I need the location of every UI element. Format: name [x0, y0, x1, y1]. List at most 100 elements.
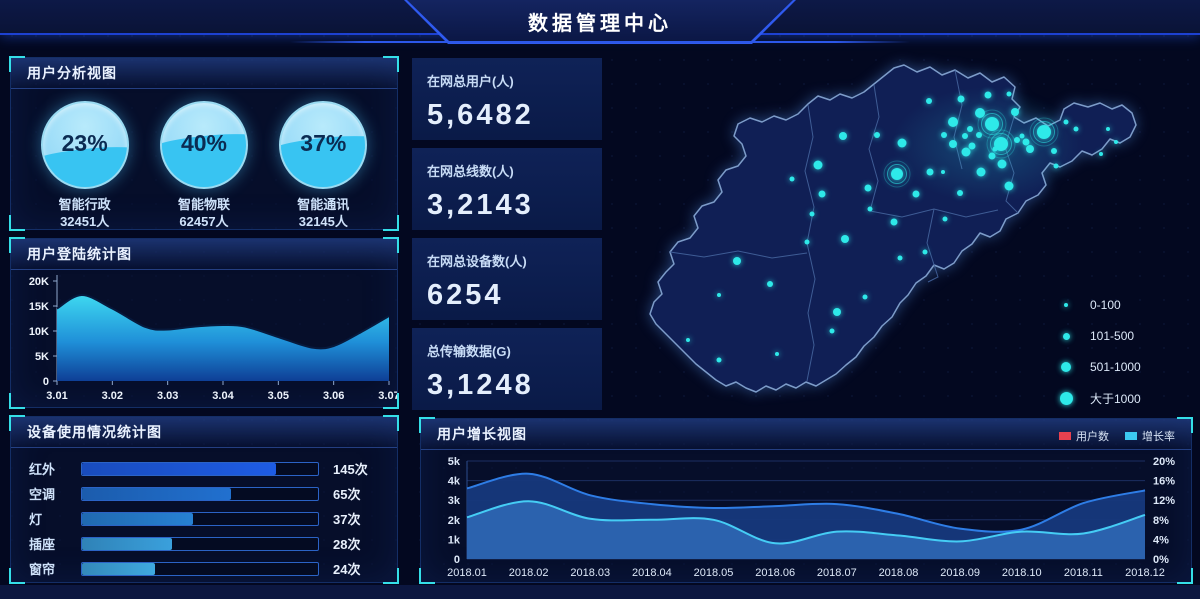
growth-left-tick: 1k	[448, 534, 461, 546]
growth-x-tick: 2018.04	[632, 567, 672, 579]
map-bubble	[1053, 163, 1059, 169]
growth-right-tick: 0%	[1153, 554, 1169, 566]
map-bubble	[961, 147, 971, 157]
map-bubble-halo	[986, 129, 1016, 159]
map-bubble	[841, 235, 849, 243]
login-x-tick: 3.01	[46, 390, 67, 402]
map-bubble	[867, 206, 873, 212]
legend-item-增长率[interactable]: 增长率	[1125, 428, 1175, 444]
map-bubble	[874, 132, 880, 138]
device-bar-category: 窗帘	[29, 562, 56, 577]
map-bubble	[1099, 152, 1103, 156]
map-bubble	[985, 117, 999, 131]
growth-x-tick: 2018.02	[509, 567, 549, 579]
device-bar-row: 窗帘 24次	[29, 560, 379, 577]
map-bubble	[967, 126, 973, 132]
map-landmass	[649, 64, 1137, 393]
gauge-item: 23% 智能行政 32451人	[30, 101, 140, 231]
device-bar-track	[81, 486, 319, 501]
map-bubble	[733, 257, 741, 265]
map-bubble	[997, 159, 1007, 169]
map-bubble	[926, 168, 934, 176]
map-bubble	[1004, 181, 1014, 191]
map-bubble-halo	[883, 160, 911, 188]
map-bubble	[1106, 127, 1110, 131]
login-x-tick: 3.06	[323, 390, 344, 402]
device-bar-row: 空调 65次	[29, 485, 379, 502]
corner-accent	[9, 568, 25, 584]
growth-left-tick: 3k	[448, 495, 461, 507]
map-legend-label: 大于1000	[1090, 391, 1141, 406]
growth-x-tick: 2018.03	[570, 567, 610, 579]
map-bubble	[992, 146, 998, 152]
map-legend-dotbox	[1058, 391, 1074, 405]
stat-card-value: 3,1248	[427, 369, 534, 401]
device-bar-fill	[82, 462, 276, 475]
map-bubble	[1022, 138, 1030, 146]
map-legend-dot-icon	[1059, 391, 1073, 405]
corner-accent	[9, 393, 25, 409]
device-bar-category: 红外	[29, 462, 56, 477]
login-y-tick: 20K	[29, 276, 49, 288]
map-bubble	[912, 190, 920, 198]
device-bar-track	[81, 536, 319, 551]
map-bubble	[984, 91, 992, 99]
login-y-tick: 15K	[29, 301, 49, 313]
legend-swatch	[1059, 432, 1071, 440]
stat-card-value: 3,2143	[427, 189, 534, 221]
map-bubble	[717, 293, 721, 297]
growth-x-tick: 2018.01	[447, 567, 487, 579]
map-bubble	[864, 184, 872, 192]
device-bar-value: 65次	[333, 487, 361, 502]
header-banner-inner	[407, 0, 793, 41]
growth-chart-legend: 用户数 增长率	[1059, 428, 1175, 444]
map-bubble	[1073, 126, 1079, 132]
map-bubble	[957, 95, 965, 103]
map-bubble	[891, 168, 903, 180]
gauge-label: 智能物联 62457人	[149, 197, 259, 231]
login-x-tick: 3.04	[212, 390, 234, 402]
map-bubble	[968, 142, 976, 150]
map-bubble	[949, 140, 957, 148]
map-bubble	[922, 249, 928, 255]
growth-line-增长率	[466, 500, 1146, 545]
map-bubble	[948, 117, 958, 127]
growth-left-tick: 5k	[448, 456, 461, 468]
growth-x-tick: 2018.06	[755, 567, 795, 579]
growth-right-tick: 20%	[1153, 456, 1175, 468]
stat-card-label: 总传输数据(G)	[427, 344, 511, 359]
map-bubble	[1051, 148, 1057, 154]
growth-x-tick: 2018.05	[694, 567, 734, 579]
map-bubble-layer	[686, 91, 1118, 363]
map-bubble-halo	[1029, 117, 1059, 147]
corner-accent	[1177, 417, 1193, 433]
panel-title-user-analysis: 用户分析视图	[11, 58, 397, 89]
map-size-legend: 0-100 101-500 501-1000 大于1000	[1058, 295, 1141, 419]
map-bubble	[862, 294, 868, 300]
map-legend-label: 0-100	[1090, 298, 1121, 312]
login-line-path	[56, 293, 390, 350]
corner-accent	[419, 417, 435, 433]
map-legend-dotbox	[1058, 303, 1074, 307]
gauge-item: 40% 智能物联 62457人	[149, 101, 259, 231]
gauge-liquid-fill	[42, 157, 127, 187]
map-bubble	[1026, 145, 1034, 153]
growth-left-tick: 0	[454, 554, 460, 566]
login-x-tick: 3.02	[102, 390, 123, 402]
login-chart-svg: 0 5K 10K 15K 20K 3.01 3.02 3.03 3.04 3.05 3.06 3.07	[29, 275, 400, 402]
growth-left-tick: 2k	[448, 515, 461, 527]
login-x-tick: 3.07	[378, 390, 397, 402]
map-svg	[649, 64, 1137, 393]
map-legend-row: 501-1000	[1058, 357, 1141, 377]
device-bar-row: 灯 37次	[29, 510, 379, 527]
legend-item-用户数[interactable]: 用户数	[1059, 428, 1109, 444]
growth-x-tick: 2018.08	[879, 567, 919, 579]
gauge-percent-value: 40%	[180, 130, 227, 156]
stat-card-label: 在网总设备数(人)	[427, 254, 527, 269]
panel-title-device-usage: 设备使用情况统计图	[11, 417, 397, 448]
growth-right-tick: 4%	[1153, 534, 1169, 546]
growth-area-增长率	[467, 501, 1145, 559]
map-legend-row: 大于1000	[1058, 388, 1141, 408]
header-banner	[404, 0, 796, 44]
growth-right-tick: 8%	[1153, 515, 1169, 527]
